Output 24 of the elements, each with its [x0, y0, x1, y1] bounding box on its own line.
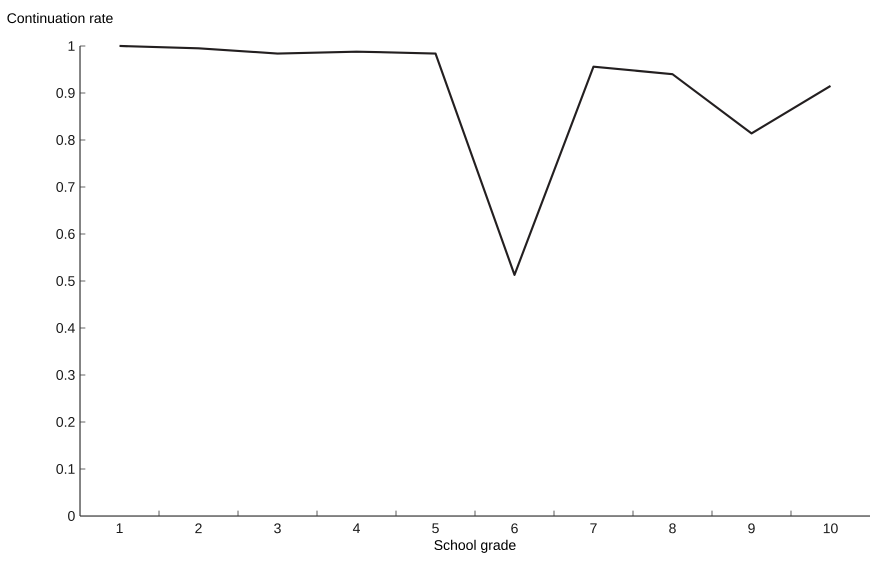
x-tick-label: 8 — [669, 523, 676, 534]
y-tick-label: 0.2 — [56, 417, 75, 427]
x-tick-label: 9 — [748, 523, 755, 534]
x-tick-label: 4 — [352, 523, 360, 533]
x-tick-label: 6 — [511, 523, 518, 534]
y-tick-label: 0.6 — [56, 229, 75, 239]
x-tick-label: 1 — [116, 523, 123, 533]
y-tick-label: 0.3 — [56, 370, 75, 380]
y-tick-label: 0.5 — [56, 276, 75, 286]
y-axis-title: Continuation rate — [7, 12, 113, 24]
x-tick-label: 5 — [432, 523, 439, 534]
y-tick-label: 1 — [68, 41, 75, 51]
x-tick-label: 10 — [824, 523, 838, 534]
y-tick-label: 0.9 — [56, 88, 75, 98]
x-axis-title: School grade — [434, 540, 516, 553]
y-tick-label: 0.4 — [56, 323, 75, 333]
line-series — [118, 44, 832, 276]
x-tick-label: 3 — [274, 523, 281, 534]
x-tick-label: 2 — [195, 523, 202, 534]
y-tick-label: 0 — [68, 511, 75, 521]
y-tick-label: 0.1 — [56, 464, 75, 474]
y-tick-label: 0.7 — [56, 182, 75, 192]
y-tick-label: 0.8 — [56, 135, 75, 145]
x-tick-label: 7 — [590, 523, 597, 533]
